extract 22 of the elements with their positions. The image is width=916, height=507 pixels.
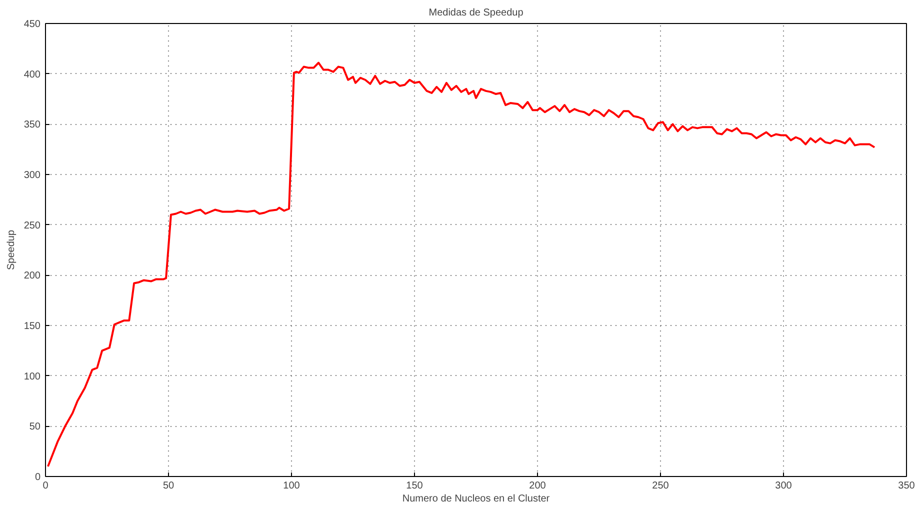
x-tick-label: 200 [529,480,546,492]
x-tick-label: 300 [775,480,792,492]
x-tick-label: 50 [162,480,174,492]
y-tick-label: 50 [29,422,41,433]
y-tick-label: 350 [24,120,41,131]
chart-title: Medidas de Speedup [428,8,524,18]
x-tick-label: 350 [898,480,916,492]
line-series [46,62,876,468]
y-tick-label: 400 [24,69,41,80]
y-tick-label: 250 [24,220,41,232]
y-tick-label: 300 [24,170,41,181]
y-axis-title: Speedup [6,230,17,270]
x-tick-label: 150 [406,480,424,492]
y-tick-label: 450 [24,19,41,30]
x-tick-label: 250 [652,480,670,492]
y-tick-label: 100 [24,371,41,382]
x-tick-label: 100 [283,480,300,492]
y-tick-label: 0 [34,472,41,483]
x-tick-label: 0 [42,480,49,492]
x-axis-title: Numero de Nucleos en el Cluster [402,494,550,504]
y-tick-label: 200 [24,270,41,282]
y-tick-label: 150 [24,321,41,332]
